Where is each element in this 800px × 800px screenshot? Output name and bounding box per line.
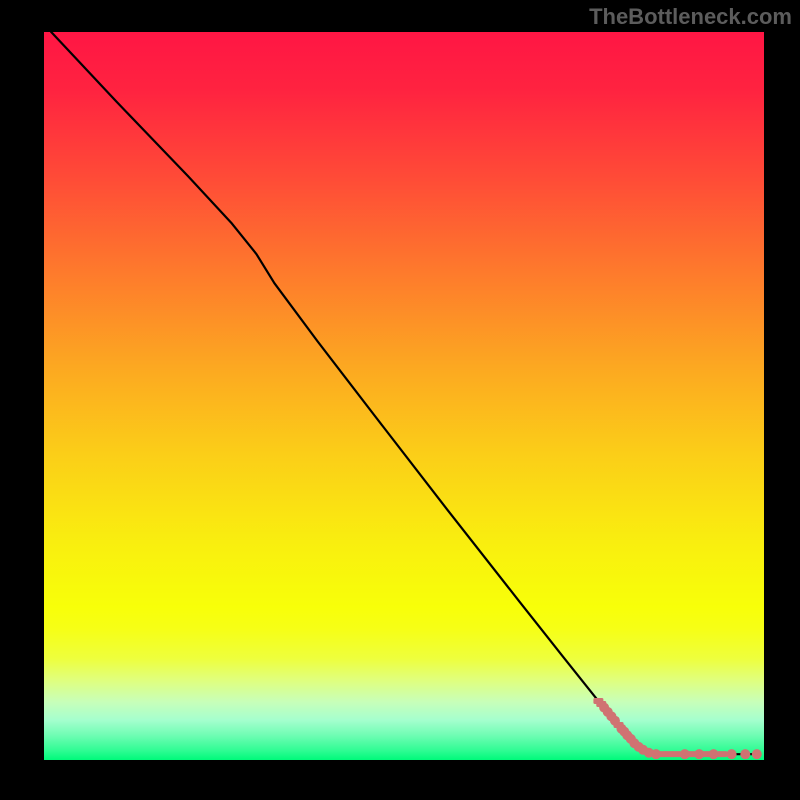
attribution-text: TheBottleneck.com [589, 4, 792, 30]
chart-marker [752, 749, 762, 759]
chart-container: TheBottleneck.com [0, 0, 800, 800]
chart-background [44, 32, 764, 760]
chart-marker [727, 749, 737, 759]
chart-marker [717, 751, 727, 757]
chart-marker [709, 749, 719, 759]
chart-marker [671, 751, 681, 757]
chart-plot-area [44, 32, 764, 760]
chart-marker [740, 749, 750, 759]
